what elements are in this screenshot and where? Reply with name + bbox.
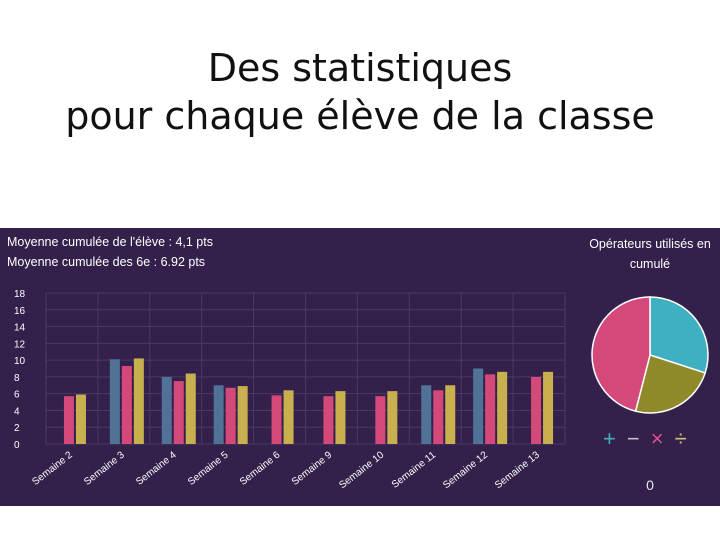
bar[interactable] <box>433 390 444 444</box>
y-tick-label: 6 <box>14 390 20 401</box>
y-tick-label: 14 <box>14 323 26 334</box>
bar[interactable] <box>173 381 184 444</box>
bar[interactable] <box>375 396 386 444</box>
y-tick-label: 12 <box>14 339 26 350</box>
plus-icon[interactable]: + <box>603 426 616 451</box>
student-average: Moyenne cumulée de l'élève : 4,1 pts <box>7 235 213 249</box>
bar[interactable] <box>445 385 456 444</box>
pie-title-line-2: cumulé <box>629 257 671 271</box>
x-tick-label: Semaine 9 <box>290 449 335 487</box>
bar[interactable] <box>497 371 508 444</box>
x-tick-label: Semaine 4 <box>134 449 179 487</box>
pie-slice[interactable] <box>591 296 651 413</box>
x-tick-label: Semaine 6 <box>238 449 283 487</box>
pie-slice[interactable] <box>634 354 707 414</box>
pie-title-line-1: Opérateurs utilisés en <box>589 237 711 251</box>
slide-title-line-2: pour chaque élève de la classe <box>65 94 655 138</box>
x-tick-label: Semaine 2 <box>30 449 75 487</box>
bar[interactable] <box>387 391 398 444</box>
y-tick-label: 16 <box>14 306 26 317</box>
x-tick-label: Semaine 12 <box>441 449 490 491</box>
bar[interactable] <box>335 391 346 444</box>
x-tick-label: Semaine 5 <box>186 449 231 487</box>
y-tick-label: 18 <box>14 289 26 300</box>
y-tick-label: 0 <box>14 440 20 451</box>
y-tick-label: 2 <box>14 423 20 434</box>
times-icon[interactable]: × <box>650 426 664 451</box>
bar[interactable] <box>63 396 74 444</box>
pie-chart <box>591 296 709 414</box>
x-tick-label: Semaine 11 <box>390 449 439 490</box>
x-tick-label: Semaine 10 <box>337 449 386 491</box>
bar[interactable] <box>543 371 554 444</box>
bar[interactable] <box>109 359 120 444</box>
bar[interactable] <box>133 358 144 444</box>
minus-icon[interactable]: − <box>626 426 640 451</box>
slide-title: Des statistiques pour chaque élève de la… <box>0 44 720 140</box>
y-tick-label: 10 <box>14 356 26 367</box>
bar[interactable] <box>121 365 132 444</box>
operator-legend: + − × ÷ <box>603 427 703 451</box>
bar[interactable] <box>75 394 86 444</box>
bar[interactable] <box>531 376 542 444</box>
pie-bottom-value: 0 <box>646 477 654 493</box>
bar[interactable] <box>473 368 484 445</box>
bar[interactable] <box>161 376 172 444</box>
bar[interactable] <box>421 385 432 444</box>
bar[interactable] <box>185 373 196 444</box>
class-average: Moyenne cumulée des 6e : 6.92 pts <box>7 255 206 269</box>
x-tick-label: Semaine 13 <box>493 449 542 491</box>
slide-title-line-1: Des statistiques <box>207 46 513 90</box>
bar[interactable] <box>213 385 224 444</box>
x-tick-label: Semaine 3 <box>82 449 127 487</box>
bar[interactable] <box>485 374 496 444</box>
y-tick-label: 4 <box>14 406 20 417</box>
bar[interactable] <box>323 396 334 444</box>
bar[interactable] <box>283 390 294 444</box>
pie-slice[interactable] <box>649 296 709 374</box>
bar[interactable] <box>271 395 282 444</box>
divide-icon[interactable]: ÷ <box>674 426 687 451</box>
y-tick-label: 8 <box>14 373 20 384</box>
bar[interactable] <box>225 387 236 444</box>
pie-title: Opérateurs utilisés en cumulé <box>570 234 720 274</box>
bar[interactable] <box>237 386 248 444</box>
